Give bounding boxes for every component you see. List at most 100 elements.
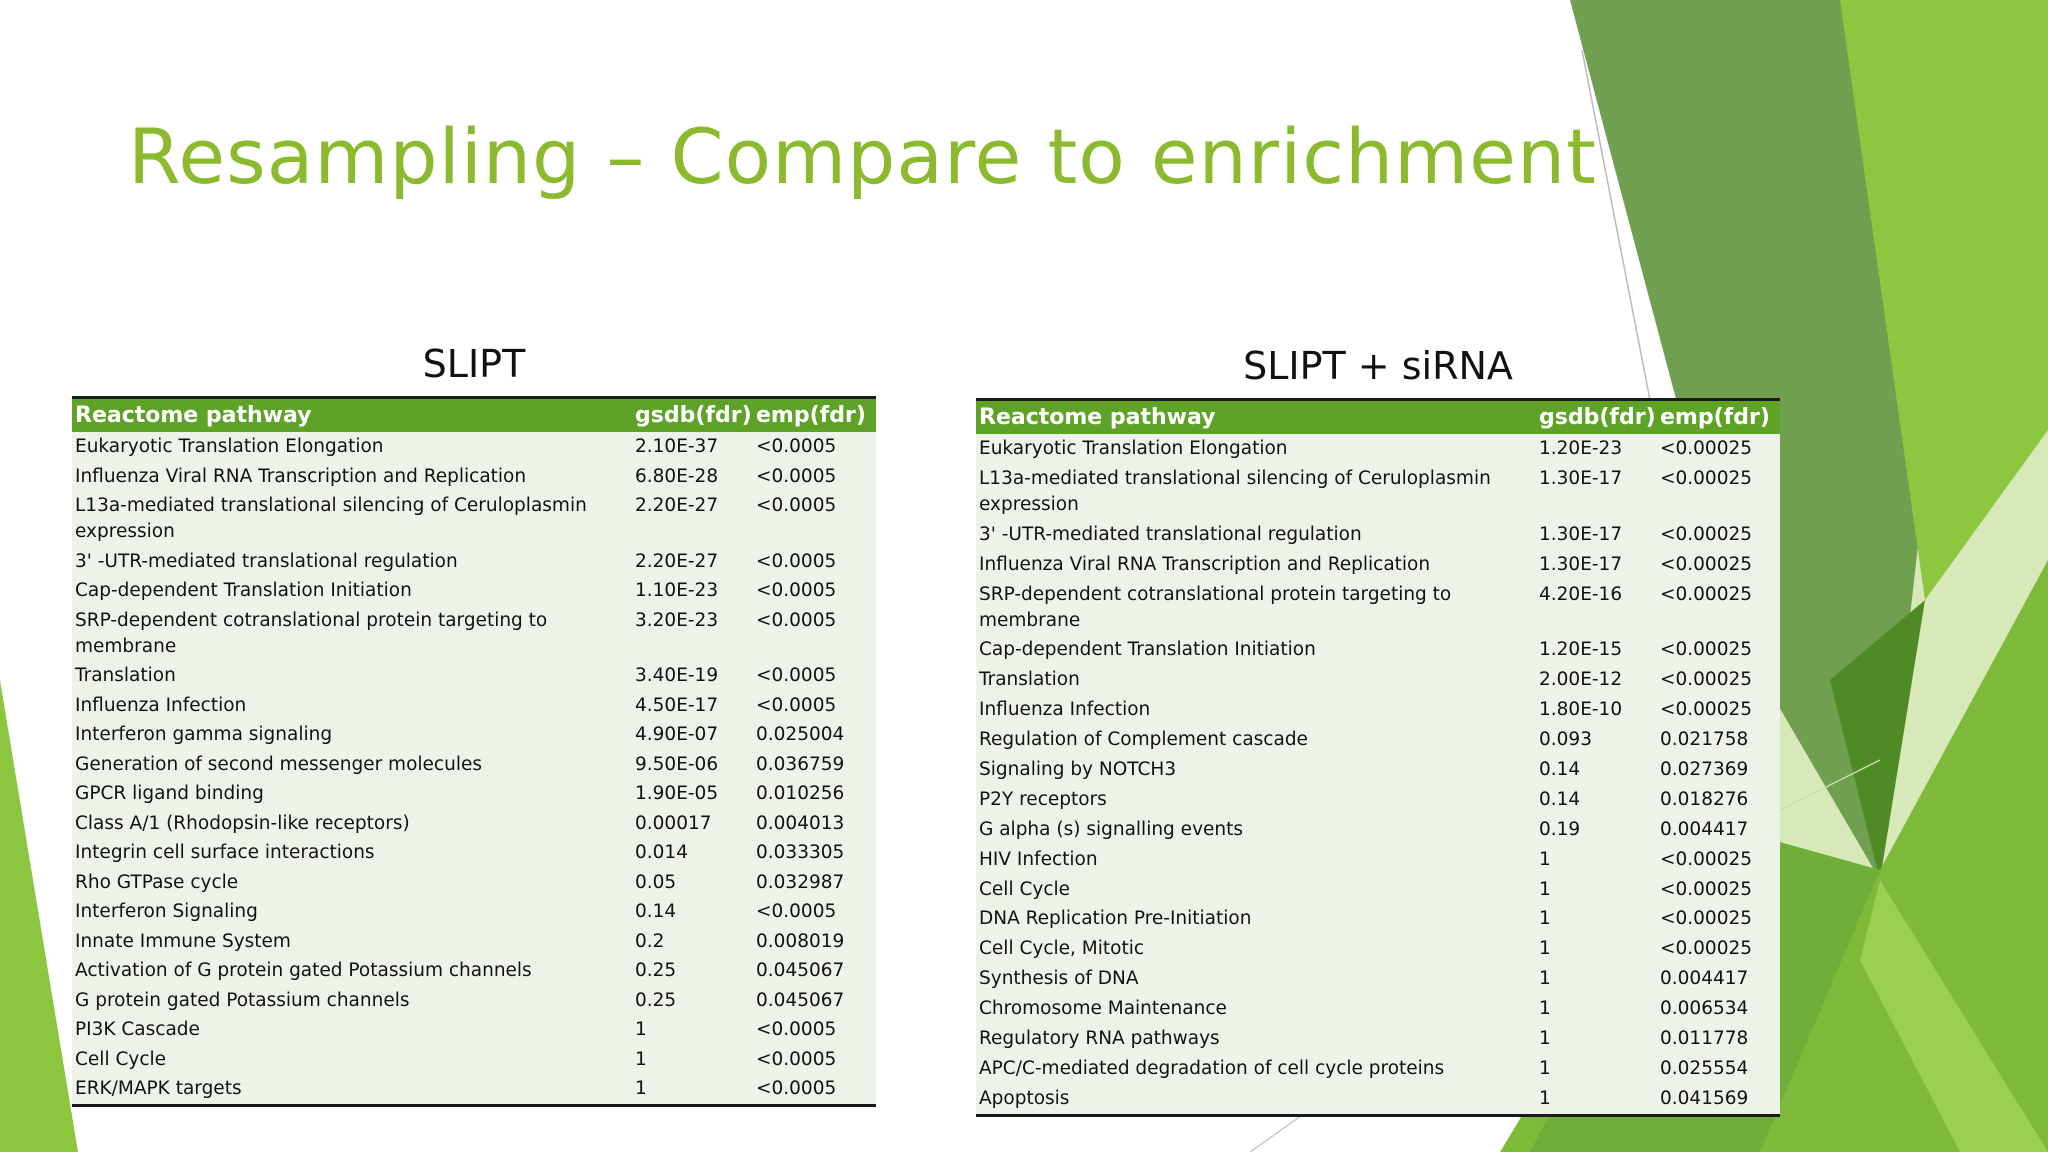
- emp-fdr-cell: <0.00025: [1660, 583, 1753, 605]
- emp-fdr-cell: <0.0005: [756, 550, 837, 572]
- emp-fdr-cell: 0.032987: [756, 871, 845, 893]
- gsdb-fdr-cell: 1: [1539, 1087, 1551, 1109]
- gsdb-fdr-cell: 1: [1539, 908, 1551, 930]
- pathway-cell: GPCR ligand binding: [75, 783, 264, 804]
- header-pathway: Reactome pathway: [976, 399, 1536, 434]
- pathway-table-slipt: Reactome pathway gsdb(fdr) emp(fdr) Euka…: [72, 396, 876, 1107]
- table-row: Influenza Infection 1.80E-10 <0.00025: [976, 695, 1780, 725]
- gsdb-fdr-cell: 2.20E-27: [635, 550, 719, 572]
- gsdb-fdr-cell: 1: [1539, 968, 1551, 990]
- emp-fdr-cell: 0.004013: [756, 812, 845, 834]
- table-row: Eukaryotic Translation Elongation 2.10E-3…: [72, 432, 876, 462]
- emp-fdr-cell: <0.0005: [756, 609, 837, 631]
- deco-shape-lime: [1860, 880, 2048, 1152]
- table-row: P2Y receptors 0.14 0.018276: [976, 785, 1780, 815]
- pathway-cell: SRP-dependent cotranslational protein ta…: [979, 583, 1452, 631]
- header-gsdb-fdr: gsdb(fdr): [1536, 399, 1657, 434]
- table-row: Regulation of Complement cascade 0.093 0.0…: [976, 725, 1780, 755]
- deco-shape-bright-top: [1840, 0, 2048, 600]
- gsdb-fdr-cell: 0.2: [635, 930, 665, 952]
- pathway-cell: L13a-mediated translational silencing of…: [979, 467, 1491, 515]
- emp-fdr-cell: <0.0005: [756, 1048, 837, 1070]
- table-row: Influenza Infection 4.50E-17 <0.0005: [72, 691, 876, 721]
- table-row: L13a-mediated translational silencing of…: [72, 491, 876, 547]
- gsdb-fdr-cell: 1: [1539, 848, 1551, 870]
- emp-fdr-cell: <0.00025: [1660, 639, 1753, 661]
- pathway-cell: G protein gated Potassium channels: [75, 989, 410, 1011]
- pathway-cell: Influenza Infection: [979, 699, 1151, 721]
- gsdb-fdr-cell: 1.10E-23: [635, 580, 719, 601]
- emp-fdr-cell: <0.0005: [756, 495, 837, 516]
- gsdb-fdr-cell: 4.50E-17: [635, 694, 719, 716]
- pathway-cell: Chromosome Maintenance: [979, 998, 1227, 1020]
- emp-fdr-cell: <0.00025: [1660, 553, 1753, 575]
- deco-line-3: [1779, 759, 1881, 811]
- emp-fdr-cell: <0.00025: [1660, 438, 1753, 459]
- table-row: Cap-dependent Translation Initiation 1.10…: [72, 576, 876, 606]
- emp-fdr-cell: 0.041569: [1660, 1087, 1749, 1109]
- emp-fdr-cell: <0.00025: [1660, 699, 1753, 721]
- pathway-cell: Cap-dependent Translation Initiation: [979, 639, 1316, 661]
- table-caption-slipt-sirna: SLIPT + siRNA: [1243, 344, 1513, 388]
- gsdb-fdr-cell: 1: [1539, 1028, 1551, 1050]
- pathway-cell: Innate Immune System: [75, 930, 291, 952]
- table-row: Cell Cycle 1 <0.00025: [976, 875, 1780, 905]
- gsdb-fdr-cell: 4.20E-16: [1539, 583, 1623, 605]
- pathway-cell: 3' -UTR-mediated translational regulatio…: [979, 523, 1362, 545]
- pathway-cell: Cell Cycle: [75, 1048, 167, 1070]
- pathway-cell: Regulation of Complement cascade: [979, 729, 1308, 751]
- emp-fdr-cell: <0.0005: [756, 1019, 837, 1040]
- table-row: Translation 3.40E-19 <0.0005: [72, 661, 876, 691]
- gsdb-fdr-cell: 1: [1539, 878, 1551, 900]
- table-row: PI3K Cascade 1 <0.0005: [72, 1015, 876, 1045]
- pathway-cell: Influenza Infection: [75, 694, 247, 716]
- deco-line-1: [1581, 49, 1651, 401]
- emp-fdr-cell: 0.025554: [1660, 1057, 1749, 1079]
- pathway-cell: DNA Replication Pre-Initiation: [979, 908, 1252, 930]
- slide-title: Resampling – Compare to enrichment: [128, 112, 1597, 201]
- emp-fdr-cell: 0.004417: [1660, 968, 1749, 990]
- header-emp-fdr: emp(fdr): [753, 397, 876, 432]
- gsdb-fdr-cell: 1: [635, 1019, 647, 1040]
- pathway-cell: APC/C-mediated degradation of cell cycle…: [979, 1057, 1445, 1079]
- deco-triangle-left: [0, 680, 78, 1152]
- table-row: GPCR ligand binding 1.90E-05 0.010256: [72, 779, 876, 809]
- emp-fdr-cell: 0.036759: [756, 753, 845, 775]
- gsdb-fdr-cell: 0.14: [1539, 759, 1581, 781]
- gsdb-fdr-cell: 1: [635, 1048, 647, 1070]
- table-row: Activation of G protein gated Potassium …: [72, 956, 876, 986]
- gsdb-fdr-cell: 9.50E-06: [635, 753, 719, 775]
- table-row: Influenza Viral RNA Transcription and Re…: [976, 550, 1780, 580]
- gsdb-fdr-cell: 1.30E-17: [1539, 467, 1623, 489]
- gsdb-fdr-cell: 0.00017: [635, 812, 712, 834]
- emp-fdr-cell: 0.008019: [756, 930, 845, 952]
- table-row: Innate Immune System 0.2 0.008019: [72, 927, 876, 957]
- pathway-cell: Apoptosis: [979, 1087, 1070, 1109]
- emp-fdr-cell: <0.00025: [1660, 848, 1753, 870]
- table-row: G alpha (s) signalling events 0.19 0.00441…: [976, 815, 1780, 845]
- pathway-cell: Interferon gamma signaling: [75, 724, 333, 745]
- table-row: Cell Cycle, Mitotic 1 <0.00025: [976, 934, 1780, 964]
- emp-fdr-cell: <0.00025: [1660, 938, 1753, 960]
- emp-fdr-cell: <0.0005: [756, 1078, 837, 1099]
- emp-fdr-cell: <0.0005: [756, 901, 837, 922]
- pathway-cell: Eukaryotic Translation Elongation: [75, 436, 384, 457]
- table-row: Interferon gamma signaling 4.90E-07 0.0250…: [72, 720, 876, 750]
- gsdb-fdr-cell: 1.80E-10: [1539, 699, 1623, 721]
- table-row: Integrin cell surface interactions 0.014 0…: [72, 838, 876, 868]
- pathway-cell: P2Y receptors: [979, 788, 1107, 810]
- gsdb-fdr-cell: 1: [635, 1078, 647, 1099]
- gsdb-fdr-cell: 1.20E-15: [1539, 639, 1623, 661]
- gsdb-fdr-cell: 2.00E-12: [1539, 669, 1623, 691]
- pathway-cell: Signaling by NOTCH3: [979, 759, 1177, 781]
- table-row: Interferon Signaling 0.14 <0.0005: [72, 897, 876, 927]
- table-row: Chromosome Maintenance 1 0.006534: [976, 994, 1780, 1024]
- gsdb-fdr-cell: 1.30E-17: [1539, 553, 1623, 575]
- table-row: Signaling by NOTCH3 0.14 0.027369: [976, 755, 1780, 785]
- emp-fdr-cell: 0.033305: [756, 842, 845, 863]
- gsdb-fdr-cell: 0.14: [635, 901, 677, 922]
- table-row: G protein gated Potassium channels 0.25 0.…: [72, 986, 876, 1016]
- emp-fdr-cell: <0.00025: [1660, 467, 1753, 489]
- emp-fdr-cell: <0.00025: [1660, 908, 1753, 930]
- emp-fdr-cell: 0.025004: [756, 724, 845, 745]
